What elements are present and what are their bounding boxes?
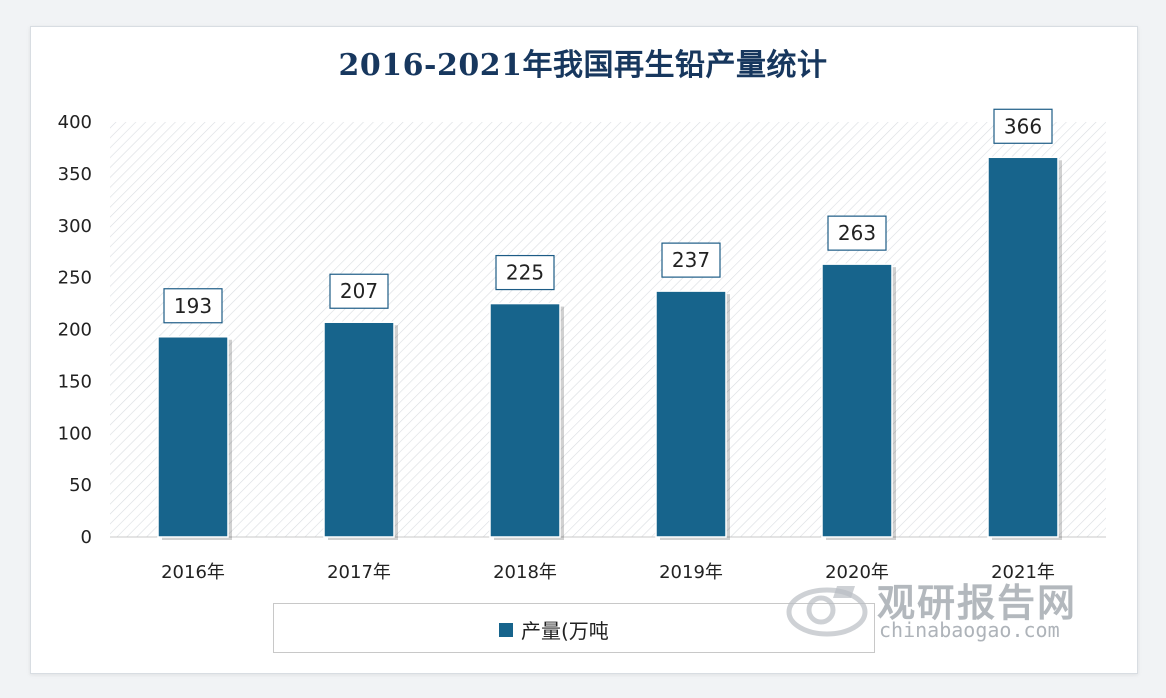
y-tick-label: 350 bbox=[58, 164, 92, 185]
x-tick-label: 2016年 bbox=[161, 562, 225, 583]
bar bbox=[987, 156, 1059, 538]
y-tick-label: 300 bbox=[58, 216, 92, 237]
legend-swatch bbox=[499, 623, 513, 637]
x-tick-label: 2019年 bbox=[659, 562, 723, 583]
data-label-box bbox=[163, 288, 223, 324]
legend: 产量(万吨 bbox=[273, 603, 875, 653]
bar bbox=[489, 302, 561, 538]
y-tick-label: 150 bbox=[58, 371, 92, 392]
bar bbox=[655, 290, 727, 538]
x-tick-label: 2017年 bbox=[327, 562, 391, 583]
bar bbox=[323, 321, 395, 538]
x-tick-label: 2018年 bbox=[493, 562, 557, 583]
plot-area-background bbox=[110, 122, 1106, 537]
data-label-box bbox=[827, 215, 887, 251]
bar bbox=[821, 263, 893, 538]
watermark-logo-icon bbox=[786, 586, 868, 637]
watermark: 观研报告网 chinabaogao.com bbox=[785, 570, 1105, 650]
data-label-box bbox=[329, 273, 389, 309]
y-tick-label: 400 bbox=[58, 112, 92, 133]
chart-title: 2016-2021年我国再生铅产量统计 bbox=[338, 48, 828, 83]
data-label: 207 bbox=[340, 279, 378, 303]
data-label: 225 bbox=[506, 261, 544, 285]
y-tick-label: 200 bbox=[58, 320, 92, 341]
data-label-box bbox=[993, 108, 1053, 144]
watermark-url: chinabaogao.com bbox=[879, 618, 1060, 642]
bar bbox=[157, 336, 229, 538]
y-tick-label: 50 bbox=[69, 475, 92, 496]
x-tick-label: 2020年 bbox=[825, 562, 889, 583]
data-label-box bbox=[495, 254, 555, 291]
y-tick-label: 0 bbox=[81, 527, 92, 548]
y-tick-label: 250 bbox=[58, 268, 92, 289]
y-tick-label: 100 bbox=[58, 423, 92, 444]
data-label: 237 bbox=[672, 248, 710, 272]
legend-label: 产量(万吨 bbox=[521, 619, 609, 643]
watermark-name: 观研报告网 bbox=[877, 581, 1078, 625]
data-label: 263 bbox=[838, 221, 876, 245]
data-label-box bbox=[661, 242, 721, 278]
data-label: 366 bbox=[1004, 114, 1042, 138]
x-tick-label: 2021年 bbox=[991, 562, 1055, 583]
data-label: 193 bbox=[174, 294, 212, 318]
